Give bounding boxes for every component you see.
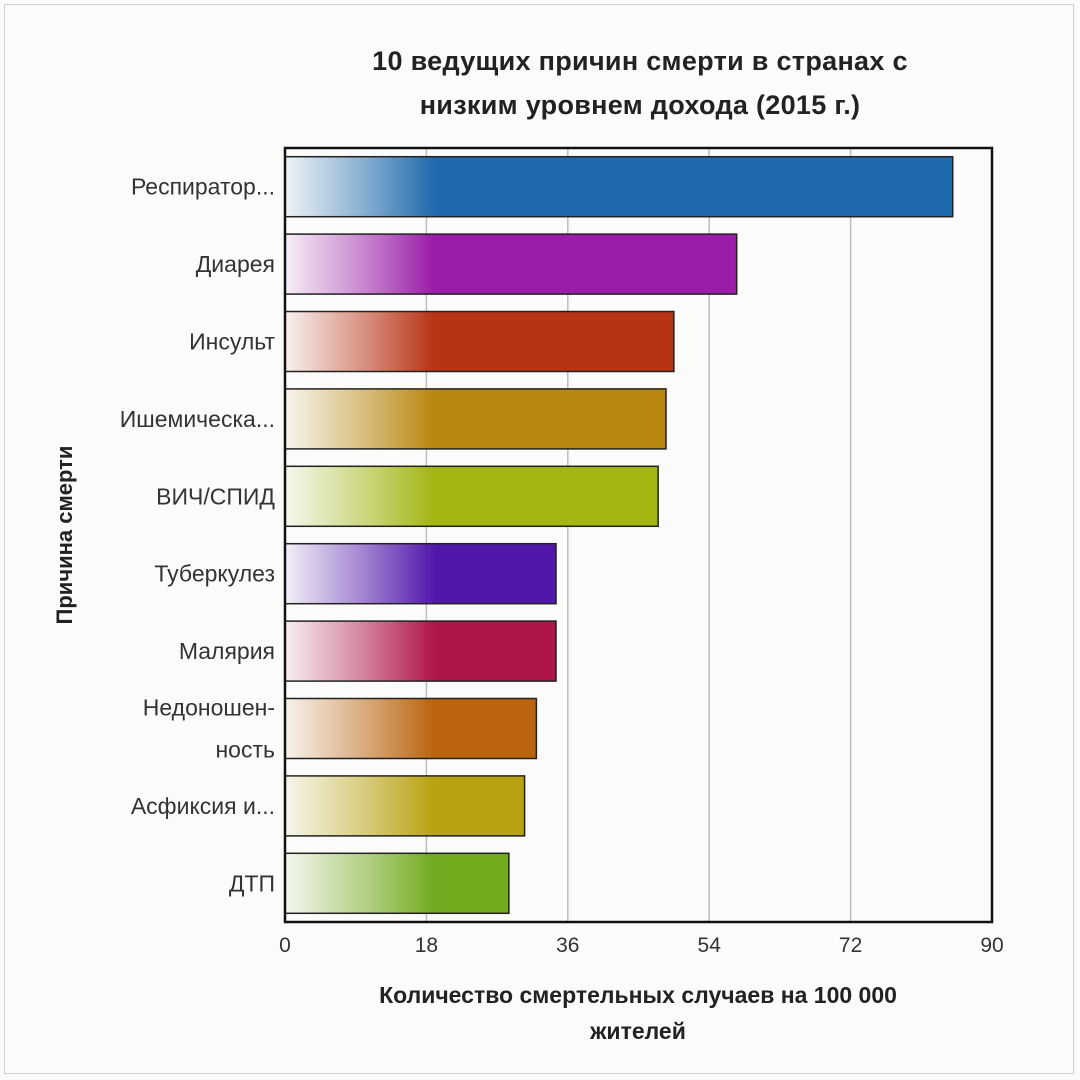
bar <box>284 542 557 605</box>
category-label: Асфиксия и... <box>131 793 275 819</box>
category-label: Ишемическа... <box>120 406 275 432</box>
category-label: Инсульт <box>189 329 275 355</box>
chart-title-line: 10 ведущих причин смерти в странах с <box>372 46 908 76</box>
bar <box>284 388 667 450</box>
bar <box>284 620 557 682</box>
category-label: Туберкулез <box>154 561 275 587</box>
plot-area-border <box>283 146 994 924</box>
category-label: Диарея <box>196 251 275 277</box>
x-axis-label-line: Количество смертельных случаев на 100 00… <box>379 982 897 1008</box>
x-tick-label: 0 <box>279 934 291 957</box>
x-tick-label: 54 <box>698 934 722 957</box>
category-label: ность <box>215 737 275 763</box>
bar <box>284 775 526 837</box>
category-label: Респиратор... <box>131 174 275 200</box>
bar <box>284 852 510 915</box>
x-axis-label: Количество смертельных случаев на 100 00… <box>379 982 897 1044</box>
chart-title-line: низким уровнем дохода (2015 г.) <box>420 90 861 120</box>
x-tick-label: 72 <box>839 934 862 957</box>
category-label: Малярия <box>179 638 275 664</box>
bars <box>284 155 954 915</box>
bar <box>284 155 954 218</box>
chart-title: 10 ведущих причин смерти в странах с низк… <box>372 46 908 120</box>
category-label: Недоношен- <box>143 695 275 721</box>
category-labels: Респиратор... Диарея Инсульт Ишемическа... В… <box>120 174 276 897</box>
y-axis-label: Причина смерти <box>52 446 77 625</box>
category-label: ДТП <box>229 870 275 896</box>
x-axis-label-line: жителей <box>589 1018 686 1044</box>
x-tick-label: 18 <box>415 934 438 957</box>
category-label: ВИЧ/СПИД <box>156 483 275 509</box>
bar <box>284 465 659 528</box>
chart-frame <box>4 4 1074 1074</box>
bar <box>284 697 538 760</box>
x-tick-labels: 0 18 36 54 72 90 <box>279 934 1004 957</box>
x-tick-label: 90 <box>980 934 1003 957</box>
bar <box>284 233 738 295</box>
x-tick-label: 36 <box>556 934 579 957</box>
bar <box>284 310 675 373</box>
